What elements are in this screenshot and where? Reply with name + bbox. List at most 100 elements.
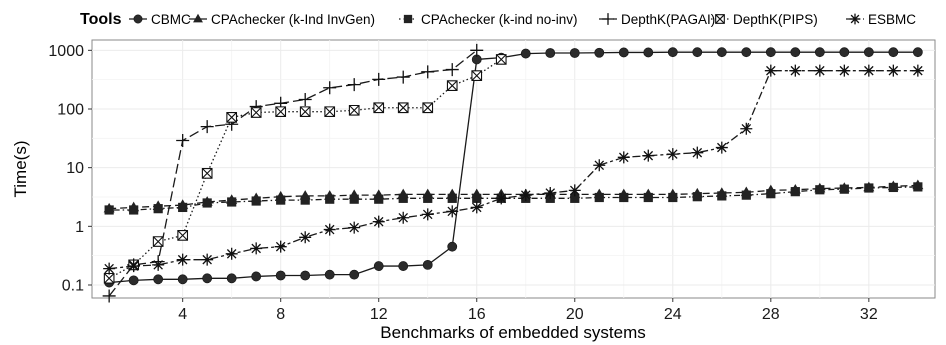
data-point-cpachecker-k-ind-no-inv — [766, 189, 776, 199]
y-tick-label: 1 — [75, 219, 84, 236]
series-line-esbmc — [109, 70, 918, 270]
x-tick-label: 8 — [276, 306, 285, 323]
data-point-depthk-pips — [348, 104, 360, 116]
data-point-cbmc — [594, 47, 605, 58]
data-point-esbmc — [446, 205, 459, 218]
legend-item-esbmc: ESBMC — [846, 12, 916, 27]
x-tick-label: 12 — [370, 306, 388, 323]
legend-key-marker — [403, 14, 413, 24]
data-point-cpachecker-k-ind-no-inv — [276, 195, 286, 205]
legend: Tools CBMC CPAchecker (k-Ind InvGen) CPAch… — [80, 11, 916, 28]
legend-item-cpachecker-k-ind-no-inv: CPAchecker (k-ind no-inv) — [399, 12, 578, 27]
data-point-cbmc — [300, 270, 311, 281]
data-point-esbmc — [544, 186, 557, 199]
legend-label: CPAchecker (k-Ind InvGen) — [211, 12, 375, 27]
legend-item-depthk-pagai: DepthK(PAGAI) — [599, 12, 715, 27]
series-cbmc — [104, 47, 923, 288]
data-point-cpachecker-k-ind-no-inv — [423, 193, 433, 203]
data-point-cbmc — [790, 47, 801, 58]
legend-item-cpachecker-k-ind-invgen: CPAchecker (k-Ind InvGen) — [189, 12, 375, 27]
data-point-cpachecker-k-ind-no-inv — [839, 184, 849, 194]
data-point-cpachecker-k-ind-no-inv — [374, 194, 384, 204]
data-point-cpachecker-k-ind-no-inv — [741, 190, 751, 200]
data-point-cpachecker-k-ind-no-inv — [570, 193, 580, 203]
data-point-cbmc — [177, 274, 188, 285]
data-point-cbmc — [643, 47, 654, 58]
data-point-esbmc — [519, 189, 532, 202]
data-point-cbmc — [692, 47, 703, 58]
data-point-depthk-pagai — [102, 289, 116, 303]
data-point-cpachecker-k-ind-no-inv — [888, 182, 898, 193]
legend-label: DepthK(PAGAI) — [621, 12, 715, 27]
y-tick-label: 1000 — [48, 43, 84, 60]
data-point-depthk-pips — [422, 102, 434, 114]
data-point-esbmc — [715, 141, 728, 154]
x-tick-label: 28 — [762, 306, 780, 323]
data-point-depthk-pagai — [396, 70, 410, 84]
data-point-cbmc — [398, 261, 409, 271]
data-point-cpachecker-k-ind-no-inv — [129, 205, 139, 215]
data-point-cpachecker-k-ind-no-inv — [251, 196, 261, 206]
data-point-depthk-pips — [103, 272, 115, 284]
data-point-esbmc — [495, 192, 508, 205]
data-point-depthk-pips — [324, 106, 336, 118]
data-point-cpachecker-k-ind-no-inv — [815, 185, 825, 195]
data-point-esbmc — [740, 122, 753, 135]
data-point-cbmc — [765, 47, 776, 58]
y-tick-label: 10 — [66, 160, 84, 177]
data-point-cpachecker-k-ind-no-inv — [325, 194, 335, 204]
series-esbmc — [103, 64, 924, 275]
data-point-esbmc — [299, 231, 312, 244]
data-point-esbmc — [666, 148, 679, 161]
data-point-cpachecker-k-ind-no-inv — [349, 194, 359, 204]
data-point-depthk-pips — [446, 80, 458, 91]
data-point-cbmc — [839, 47, 850, 58]
data-point-cbmc — [716, 47, 727, 58]
data-point-esbmc — [323, 223, 336, 236]
data-point-cbmc — [324, 269, 335, 280]
data-point-cpachecker-k-ind-no-inv — [864, 183, 874, 193]
legend-item-depthk-pips: DepthK(PIPS) — [711, 12, 818, 27]
data-point-esbmc — [201, 253, 214, 266]
x-tick-label: 16 — [468, 306, 486, 323]
data-point-cpachecker-k-ind-no-inv — [398, 193, 408, 203]
x-tick-label: 4 — [178, 306, 187, 323]
data-point-depthk-pagai — [323, 81, 337, 95]
data-point-esbmc — [250, 242, 263, 255]
data-point-esbmc — [421, 208, 434, 221]
series-depthk-pagai — [102, 43, 484, 303]
series-line-cbmc — [109, 51, 918, 284]
data-point-cbmc — [422, 259, 433, 270]
data-point-esbmc — [838, 64, 851, 77]
y-axis-title: Time(s) — [11, 141, 30, 198]
legend-title: Tools — [80, 11, 122, 28]
data-point-cbmc — [888, 47, 899, 58]
data-point-depthk-pagai — [200, 120, 214, 134]
data-point-cbmc — [569, 48, 580, 58]
plot-panel — [91, 39, 936, 299]
data-point-cbmc — [545, 48, 556, 58]
data-point-cbmc — [226, 273, 237, 284]
data-point-cbmc — [520, 48, 531, 59]
data-point-esbmc — [691, 146, 704, 159]
data-point-cpachecker-k-ind-no-inv — [472, 193, 482, 203]
x-tick-label: 24 — [664, 306, 682, 323]
data-point-cpachecker-k-ind-no-inv — [692, 192, 702, 202]
data-point-esbmc — [642, 149, 655, 162]
data-point-depthk-pips — [299, 106, 311, 118]
data-point-depthk-pips — [201, 167, 213, 179]
data-point-esbmc — [372, 215, 385, 228]
data-point-depthk-pips — [226, 112, 238, 123]
data-point-cbmc — [373, 261, 384, 271]
data-point-esbmc — [103, 262, 116, 275]
data-point-esbmc — [593, 159, 606, 172]
data-point-cpachecker-k-ind-no-inv — [447, 193, 457, 203]
data-point-esbmc — [152, 258, 165, 271]
x-tick-label: 32 — [860, 306, 878, 323]
legend-label: DepthK(PIPS) — [733, 12, 818, 27]
data-point-esbmc — [348, 221, 361, 234]
data-point-esbmc — [764, 64, 777, 77]
legend-item-cbmc: CBMC — [129, 12, 191, 27]
data-point-esbmc — [789, 64, 802, 77]
data-point-cpachecker-k-ind-no-inv — [643, 192, 653, 203]
